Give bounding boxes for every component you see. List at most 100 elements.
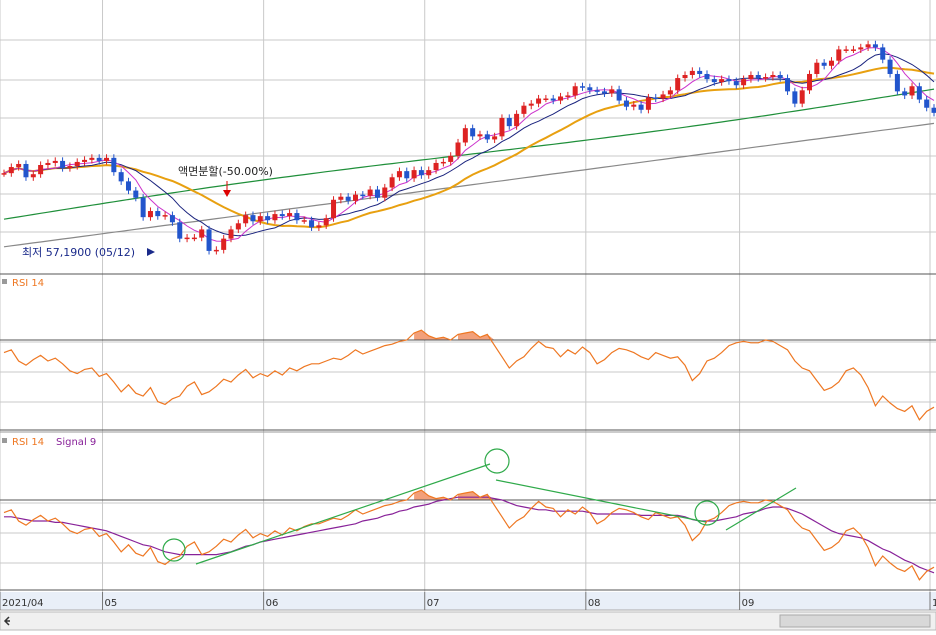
candle-body[interactable]: [250, 215, 255, 221]
candle-body[interactable]: [148, 211, 153, 217]
candle-body[interactable]: [690, 71, 695, 75]
candle-body[interactable]: [163, 215, 168, 217]
candle-body[interactable]: [67, 166, 72, 168]
candle-body[interactable]: [214, 250, 219, 252]
candle-body[interactable]: [441, 162, 446, 164]
candle-body[interactable]: [177, 222, 182, 238]
candle-body[interactable]: [726, 79, 731, 81]
candle-body[interactable]: [536, 99, 541, 104]
candle-body[interactable]: [404, 171, 409, 178]
candle-body[interactable]: [97, 158, 102, 161]
candle-body[interactable]: [360, 195, 365, 197]
candle-body[interactable]: [470, 128, 475, 136]
candle-body[interactable]: [485, 134, 490, 139]
candle-body[interactable]: [551, 99, 556, 101]
candle-body[interactable]: [236, 223, 241, 229]
candle-body[interactable]: [910, 86, 915, 95]
candle-body[interactable]: [712, 79, 717, 82]
candle-body[interactable]: [331, 200, 336, 218]
candle-body[interactable]: [31, 174, 36, 177]
candle-body[interactable]: [126, 181, 131, 190]
candle-body[interactable]: [199, 229, 204, 237]
candle-body[interactable]: [119, 172, 124, 181]
candle-body[interactable]: [836, 49, 841, 60]
candle-body[interactable]: [265, 216, 270, 220]
candle-body[interactable]: [492, 136, 497, 139]
candle-body[interactable]: [800, 90, 805, 103]
candle-body[interactable]: [624, 101, 629, 107]
candle-body[interactable]: [207, 229, 212, 250]
candle-body[interactable]: [82, 160, 87, 162]
candle-body[interactable]: [338, 197, 343, 200]
candle-body[interactable]: [324, 218, 329, 225]
candle-body[interactable]: [45, 163, 50, 165]
candle-body[interactable]: [368, 190, 373, 196]
candle-body[interactable]: [419, 170, 424, 175]
candle-body[interactable]: [243, 215, 248, 223]
candle-body[interactable]: [580, 86, 585, 88]
candle-body[interactable]: [16, 164, 21, 167]
candle-body[interactable]: [565, 95, 570, 97]
candle-body[interactable]: [668, 90, 673, 94]
candle-body[interactable]: [770, 75, 775, 77]
candle-body[interactable]: [390, 177, 395, 187]
candle-body[interactable]: [617, 89, 622, 100]
candle-body[interactable]: [9, 167, 14, 173]
candle-body[interactable]: [316, 225, 321, 227]
candle-body[interactable]: [587, 87, 592, 90]
candle-body[interactable]: [514, 114, 519, 126]
candle-body[interactable]: [748, 75, 753, 79]
candle-body[interactable]: [434, 163, 439, 170]
candle-body[interactable]: [595, 90, 600, 92]
candle-body[interactable]: [75, 162, 80, 166]
candle-body[interactable]: [646, 98, 651, 110]
candle-body[interactable]: [785, 78, 790, 91]
candle-body[interactable]: [38, 165, 43, 174]
candle-body[interactable]: [756, 75, 761, 78]
candle-body[interactable]: [397, 171, 402, 177]
candle-body[interactable]: [302, 220, 307, 222]
candle-body[interactable]: [602, 91, 607, 93]
candle-body[interactable]: [895, 74, 900, 91]
candle-body[interactable]: [272, 214, 277, 220]
candle-body[interactable]: [89, 158, 94, 160]
candle-body[interactable]: [704, 74, 709, 79]
candle-body[interactable]: [23, 164, 28, 177]
candle-body[interactable]: [280, 214, 285, 216]
candle-body[interactable]: [456, 143, 461, 156]
candle-body[interactable]: [170, 215, 175, 222]
candle-body[interactable]: [185, 238, 190, 240]
candle-body[interactable]: [573, 86, 578, 95]
candle-body[interactable]: [873, 44, 878, 47]
candle-body[interactable]: [807, 74, 812, 90]
candle-body[interactable]: [463, 128, 468, 142]
candle-body[interactable]: [294, 213, 299, 220]
candle-body[interactable]: [639, 105, 644, 110]
candle-body[interactable]: [851, 49, 856, 51]
candle-body[interactable]: [155, 211, 160, 216]
candle-body[interactable]: [104, 158, 109, 161]
candle-body[interactable]: [543, 99, 548, 101]
scrollbar-thumb[interactable]: [780, 615, 930, 627]
candle-body[interactable]: [558, 96, 563, 100]
candle-body[interactable]: [507, 118, 512, 126]
candle-body[interactable]: [792, 91, 797, 103]
candle-body[interactable]: [309, 220, 314, 227]
candle-body[interactable]: [734, 81, 739, 85]
candle-body[interactable]: [763, 77, 768, 79]
candle-body[interactable]: [133, 191, 138, 198]
candle-body[interactable]: [412, 170, 417, 178]
candle-body[interactable]: [375, 190, 380, 198]
candle-body[interactable]: [499, 118, 504, 136]
candle-body[interactable]: [924, 100, 929, 108]
candle-body[interactable]: [229, 229, 234, 238]
candle-body[interactable]: [609, 89, 614, 93]
candle-body[interactable]: [829, 61, 834, 66]
candle-body[interactable]: [192, 238, 197, 240]
candle-body[interactable]: [529, 104, 534, 106]
candle-body[interactable]: [346, 197, 351, 201]
candle-body[interactable]: [880, 47, 885, 59]
candle-body[interactable]: [844, 49, 849, 51]
candle-body[interactable]: [697, 71, 702, 74]
